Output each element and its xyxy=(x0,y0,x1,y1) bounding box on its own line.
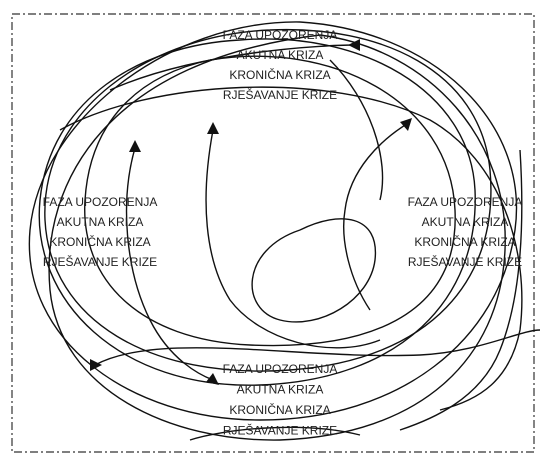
labels: FAZA UPOZORENJA AKUTNA KRIZA KRONIČNA KRIZ… xyxy=(43,28,523,438)
phase-label: KRONIČNA KRIZA xyxy=(229,402,330,417)
phase-label: RJEŠAVANJE KRIZE xyxy=(408,254,522,269)
arrows xyxy=(90,39,412,385)
frame xyxy=(11,13,535,453)
phase-label: AKUTNA KRIZA xyxy=(422,215,509,229)
phase-label: FAZA UPOZORENJA xyxy=(223,28,338,42)
phase-label: KRONIČNA KRIZA xyxy=(49,234,150,249)
phase-label: RJEŠAVANJE KRIZE xyxy=(43,254,157,269)
phase-label: AKUTNA KRIZA xyxy=(237,383,324,397)
phase-label: FAZA UPOZORENJA xyxy=(223,362,338,376)
phase-label: KRONIČNA KRIZA xyxy=(414,234,515,249)
phase-label: FAZA UPOZORENJA xyxy=(408,195,523,209)
phase-label: AKUTNA KRIZA xyxy=(237,48,324,62)
phase-label: RJEŠAVANJE KRIZE xyxy=(223,423,337,438)
scribbles xyxy=(28,21,541,441)
phase-label: FAZA UPOZORENJA xyxy=(43,195,158,209)
phase-label: RJEŠAVANJE KRIZE xyxy=(223,87,337,102)
phase-label: KRONIČNA KRIZA xyxy=(229,67,330,82)
phase-label: AKUTNA KRIZA xyxy=(57,215,144,229)
